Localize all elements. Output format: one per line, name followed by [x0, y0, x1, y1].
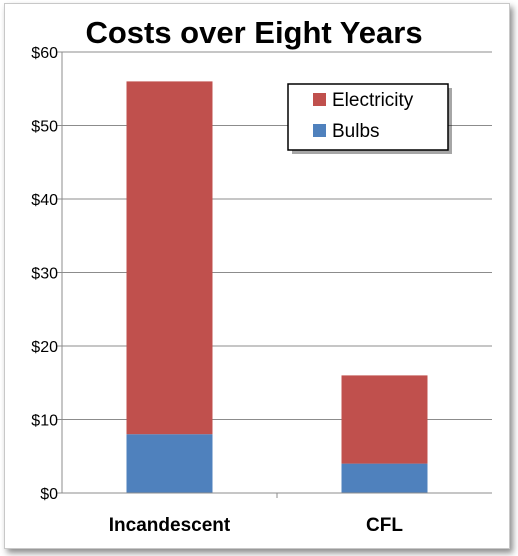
- legend-label-electricity: Electricity: [332, 90, 414, 111]
- bar-bulbs-cfl: [341, 463, 428, 493]
- bar-bulbs-incandescent: [126, 434, 213, 493]
- y-tick-label: $10: [31, 413, 58, 430]
- y-tick-label: $20: [31, 339, 58, 356]
- x-axis: Incandescent CFL: [62, 492, 492, 536]
- bar-electricity-cfl: [341, 375, 428, 464]
- legend-swatch-bulbs: [313, 124, 326, 137]
- y-axis: $0 $10 $20 $30 $40 $50 $60: [31, 45, 63, 503]
- bars: [126, 81, 428, 493]
- y-tick-label: $60: [31, 45, 58, 62]
- y-tick-label: $50: [31, 119, 58, 136]
- legend-label-bulbs: Bulbs: [332, 121, 380, 142]
- bar-electricity-incandescent: [126, 81, 213, 435]
- x-tick-label: CFL: [366, 515, 403, 536]
- y-tick-label: $40: [31, 192, 58, 209]
- y-tick-label: $30: [31, 266, 58, 283]
- y-tick-label: $0: [40, 486, 58, 503]
- x-tick-label: Incandescent: [109, 515, 231, 536]
- chart-title: Costs over Eight Years: [85, 15, 422, 50]
- legend: Electricity Bulbs: [287, 83, 452, 154]
- legend-swatch-electricity: [313, 93, 326, 106]
